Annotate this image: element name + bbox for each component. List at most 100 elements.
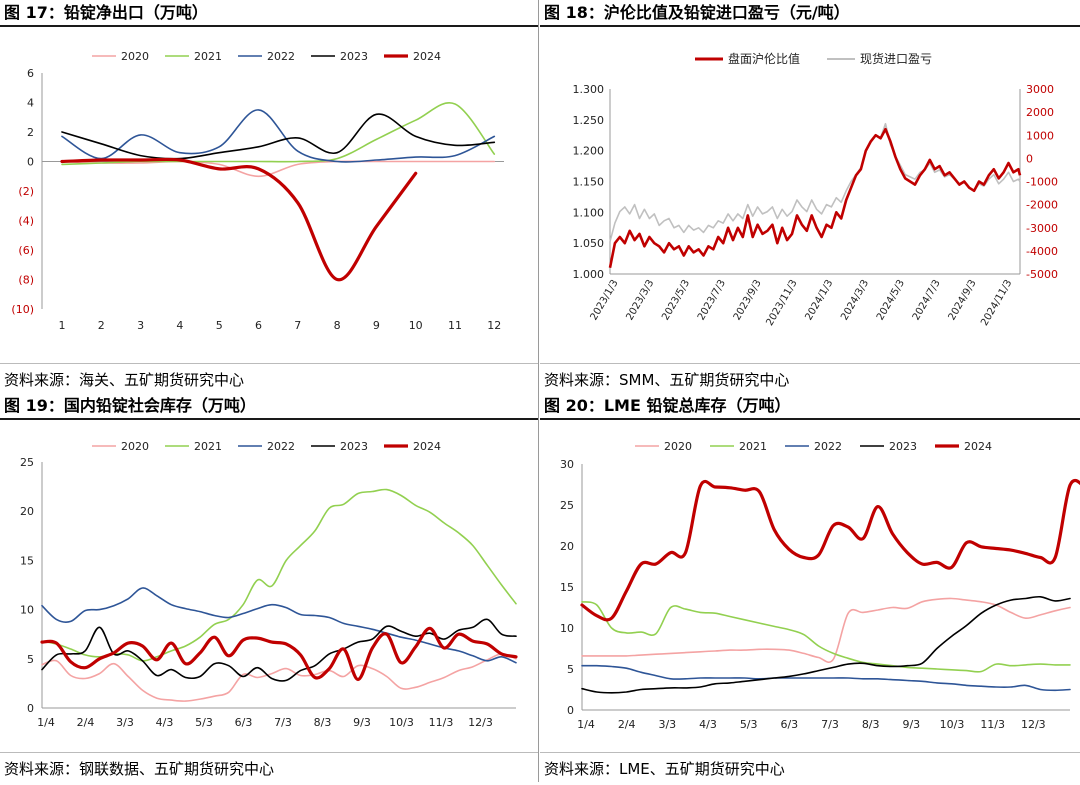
y-tick-label: 15: [560, 581, 574, 594]
y-tick-label: 25: [560, 499, 574, 512]
x-tick-label: 2: [98, 319, 105, 332]
x-tick-label: 5/3: [195, 716, 213, 729]
series-line-2022: [581, 664, 1071, 692]
chart-social-inventory: 25 20 15 10 5 01/4 2/4 3/3 4/3 5/3 6/3 7/3 8/3 9/3 10/…: [20, 440, 518, 729]
x-tick-label: 2024/7/3: [911, 278, 943, 322]
y-tick-label: (10): [11, 303, 34, 316]
x-tick-label: 6/3: [235, 716, 253, 729]
y-tick-label: 15: [20, 554, 34, 567]
y-tick-label: (2): [18, 185, 34, 198]
x-tick-label: 2023/9/3: [732, 278, 764, 322]
left-tick-label: 1.300: [573, 83, 605, 96]
y-tick-label: 0: [567, 704, 574, 717]
panel-title: 图 18：沪伦比值及铅锭进口盈亏（元/吨）: [540, 0, 1080, 27]
right-tick-label: -1000: [1026, 176, 1058, 189]
x-tick-label: 7: [294, 319, 301, 332]
x-tick-label: 8: [334, 319, 341, 332]
x-tick-label: 2/4: [77, 716, 95, 729]
series-line-2021: [61, 102, 496, 166]
y-tick-label: 0: [27, 156, 34, 169]
x-tick-label: 1/4: [577, 718, 595, 731]
panel-source: 资料来源：SMM、五矿期货研究中心: [540, 363, 1080, 393]
x-tick-label: 12: [487, 319, 501, 332]
legend-label-2024: 2024: [413, 50, 441, 63]
y-tick-label: (8): [18, 274, 34, 287]
x-tick-label: 10/3: [940, 718, 965, 731]
panel-title: 图 20：LME 铅锭总库存（万吨）: [540, 393, 1080, 420]
legend-label-2024: 2024: [964, 440, 992, 453]
series-line-2024: [40, 626, 518, 682]
left-tick-label: 1.200: [573, 145, 605, 158]
panel-source: 资料来源：海关、五矿期货研究中心: [0, 363, 538, 393]
x-tick-label: 6: [255, 319, 262, 332]
series-line-2020: [41, 653, 517, 702]
right-tick-label: 0: [1026, 152, 1033, 165]
right-tick-label: -3000: [1026, 222, 1058, 235]
series-line-2022: [61, 109, 496, 163]
legend-label-2022: 2022: [814, 440, 842, 453]
legend-label-ratio: 盘面沪伦比值: [728, 51, 800, 66]
x-tick-label: 7/3: [274, 716, 292, 729]
x-tick-label: 9/3: [902, 718, 920, 731]
y-tick-label: (4): [18, 215, 34, 228]
legend-label-2020: 2020: [664, 440, 692, 453]
x-tick-label: 8/3: [862, 718, 880, 731]
panel-source: 资料来源：钢联数据、五矿期货研究中心: [0, 752, 538, 782]
panel-social-inventory: 图 19：国内铅锭社会库存（万吨） 25 20 15 10 5 0 1/4 2/4 3/3 4/3…: [0, 393, 538, 782]
x-tick-label: 12/3: [1021, 718, 1046, 731]
panel-net-export: 图 17：铅锭净出口（万吨） 6 4 2 0 (2) (4) (6) (8) (10) 1 2 3 4 5…: [0, 0, 538, 393]
legend-label-2024: 2024: [413, 440, 441, 453]
right-tick-label: 2000: [1026, 106, 1054, 119]
legend-label-2020: 2020: [121, 440, 149, 453]
x-tick-label: 6/3: [780, 718, 798, 731]
x-tick-label: 1/4: [37, 716, 55, 729]
x-tick-label: 4/3: [156, 716, 174, 729]
series-line-2022: [41, 587, 517, 664]
legend-label-2023: 2023: [340, 440, 368, 453]
x-tick-label: 2024/3/3: [839, 278, 871, 322]
panel-ratio-profit: 图 18：沪伦比值及铅锭进口盈亏（元/吨） 1.300 1.250 1.200 1.1…: [540, 0, 1080, 393]
series-line-2023: [581, 595, 1071, 694]
series-line-2021: [581, 601, 1071, 673]
panel-divider: [538, 0, 539, 782]
right-tick-label: -2000: [1026, 199, 1058, 212]
x-tick-label: 2024/9/3: [947, 278, 979, 322]
y-tick-label: 6: [27, 67, 34, 80]
panel-source: 资料来源：LME、五矿期货研究中心: [540, 752, 1080, 782]
y-tick-label: (6): [18, 244, 34, 257]
x-tick-label: 4: [176, 319, 183, 332]
panel-title: 图 19：国内铅锭社会库存（万吨）: [0, 393, 538, 420]
series-line-2020: [61, 160, 496, 178]
y-tick-label: 20: [560, 540, 574, 553]
x-tick-label: 2023/1/3: [589, 278, 621, 322]
x-tick-label: 3: [137, 319, 144, 332]
x-tick-label: 7/3: [821, 718, 839, 731]
series-line-2024: [60, 157, 418, 282]
legend-label-2020: 2020: [121, 50, 149, 63]
series-line-2023: [61, 113, 496, 160]
legend-label-2021: 2021: [194, 50, 222, 63]
x-tick-label: 2023/3/3: [624, 278, 656, 322]
x-tick-label: 3/3: [116, 716, 134, 729]
chart-ratio-profit: 1.300 1.250 1.200 1.150 1.100 1.050 1.000 3000 2…: [573, 51, 1058, 328]
x-tick-label: 11/3: [980, 718, 1005, 731]
x-tick-label: 11/3: [429, 716, 454, 729]
left-tick-label: 1.000: [573, 268, 605, 281]
legend-label-2021: 2021: [739, 440, 767, 453]
x-tick-label: 4/3: [699, 718, 717, 731]
x-tick-label: 2023/7/3: [696, 278, 728, 322]
y-tick-label: 2: [27, 126, 34, 139]
x-tick-label: 2024/1/3: [803, 278, 835, 322]
x-tick-label: 5/3: [740, 718, 758, 731]
legend-label-2022: 2022: [267, 50, 295, 63]
x-tick-label: 3/3: [658, 718, 676, 731]
y-tick-label: 30: [560, 458, 574, 471]
legend-label-import-profit: 现货进口盈亏: [860, 51, 932, 66]
legend-label-2021: 2021: [194, 440, 222, 453]
y-tick-label: 25: [20, 456, 34, 469]
x-tick-label: 5: [216, 319, 223, 332]
x-tick-label: 1: [59, 319, 66, 332]
left-tick-label: 1.100: [573, 206, 605, 219]
x-tick-label: 2024/5/3: [875, 278, 907, 322]
